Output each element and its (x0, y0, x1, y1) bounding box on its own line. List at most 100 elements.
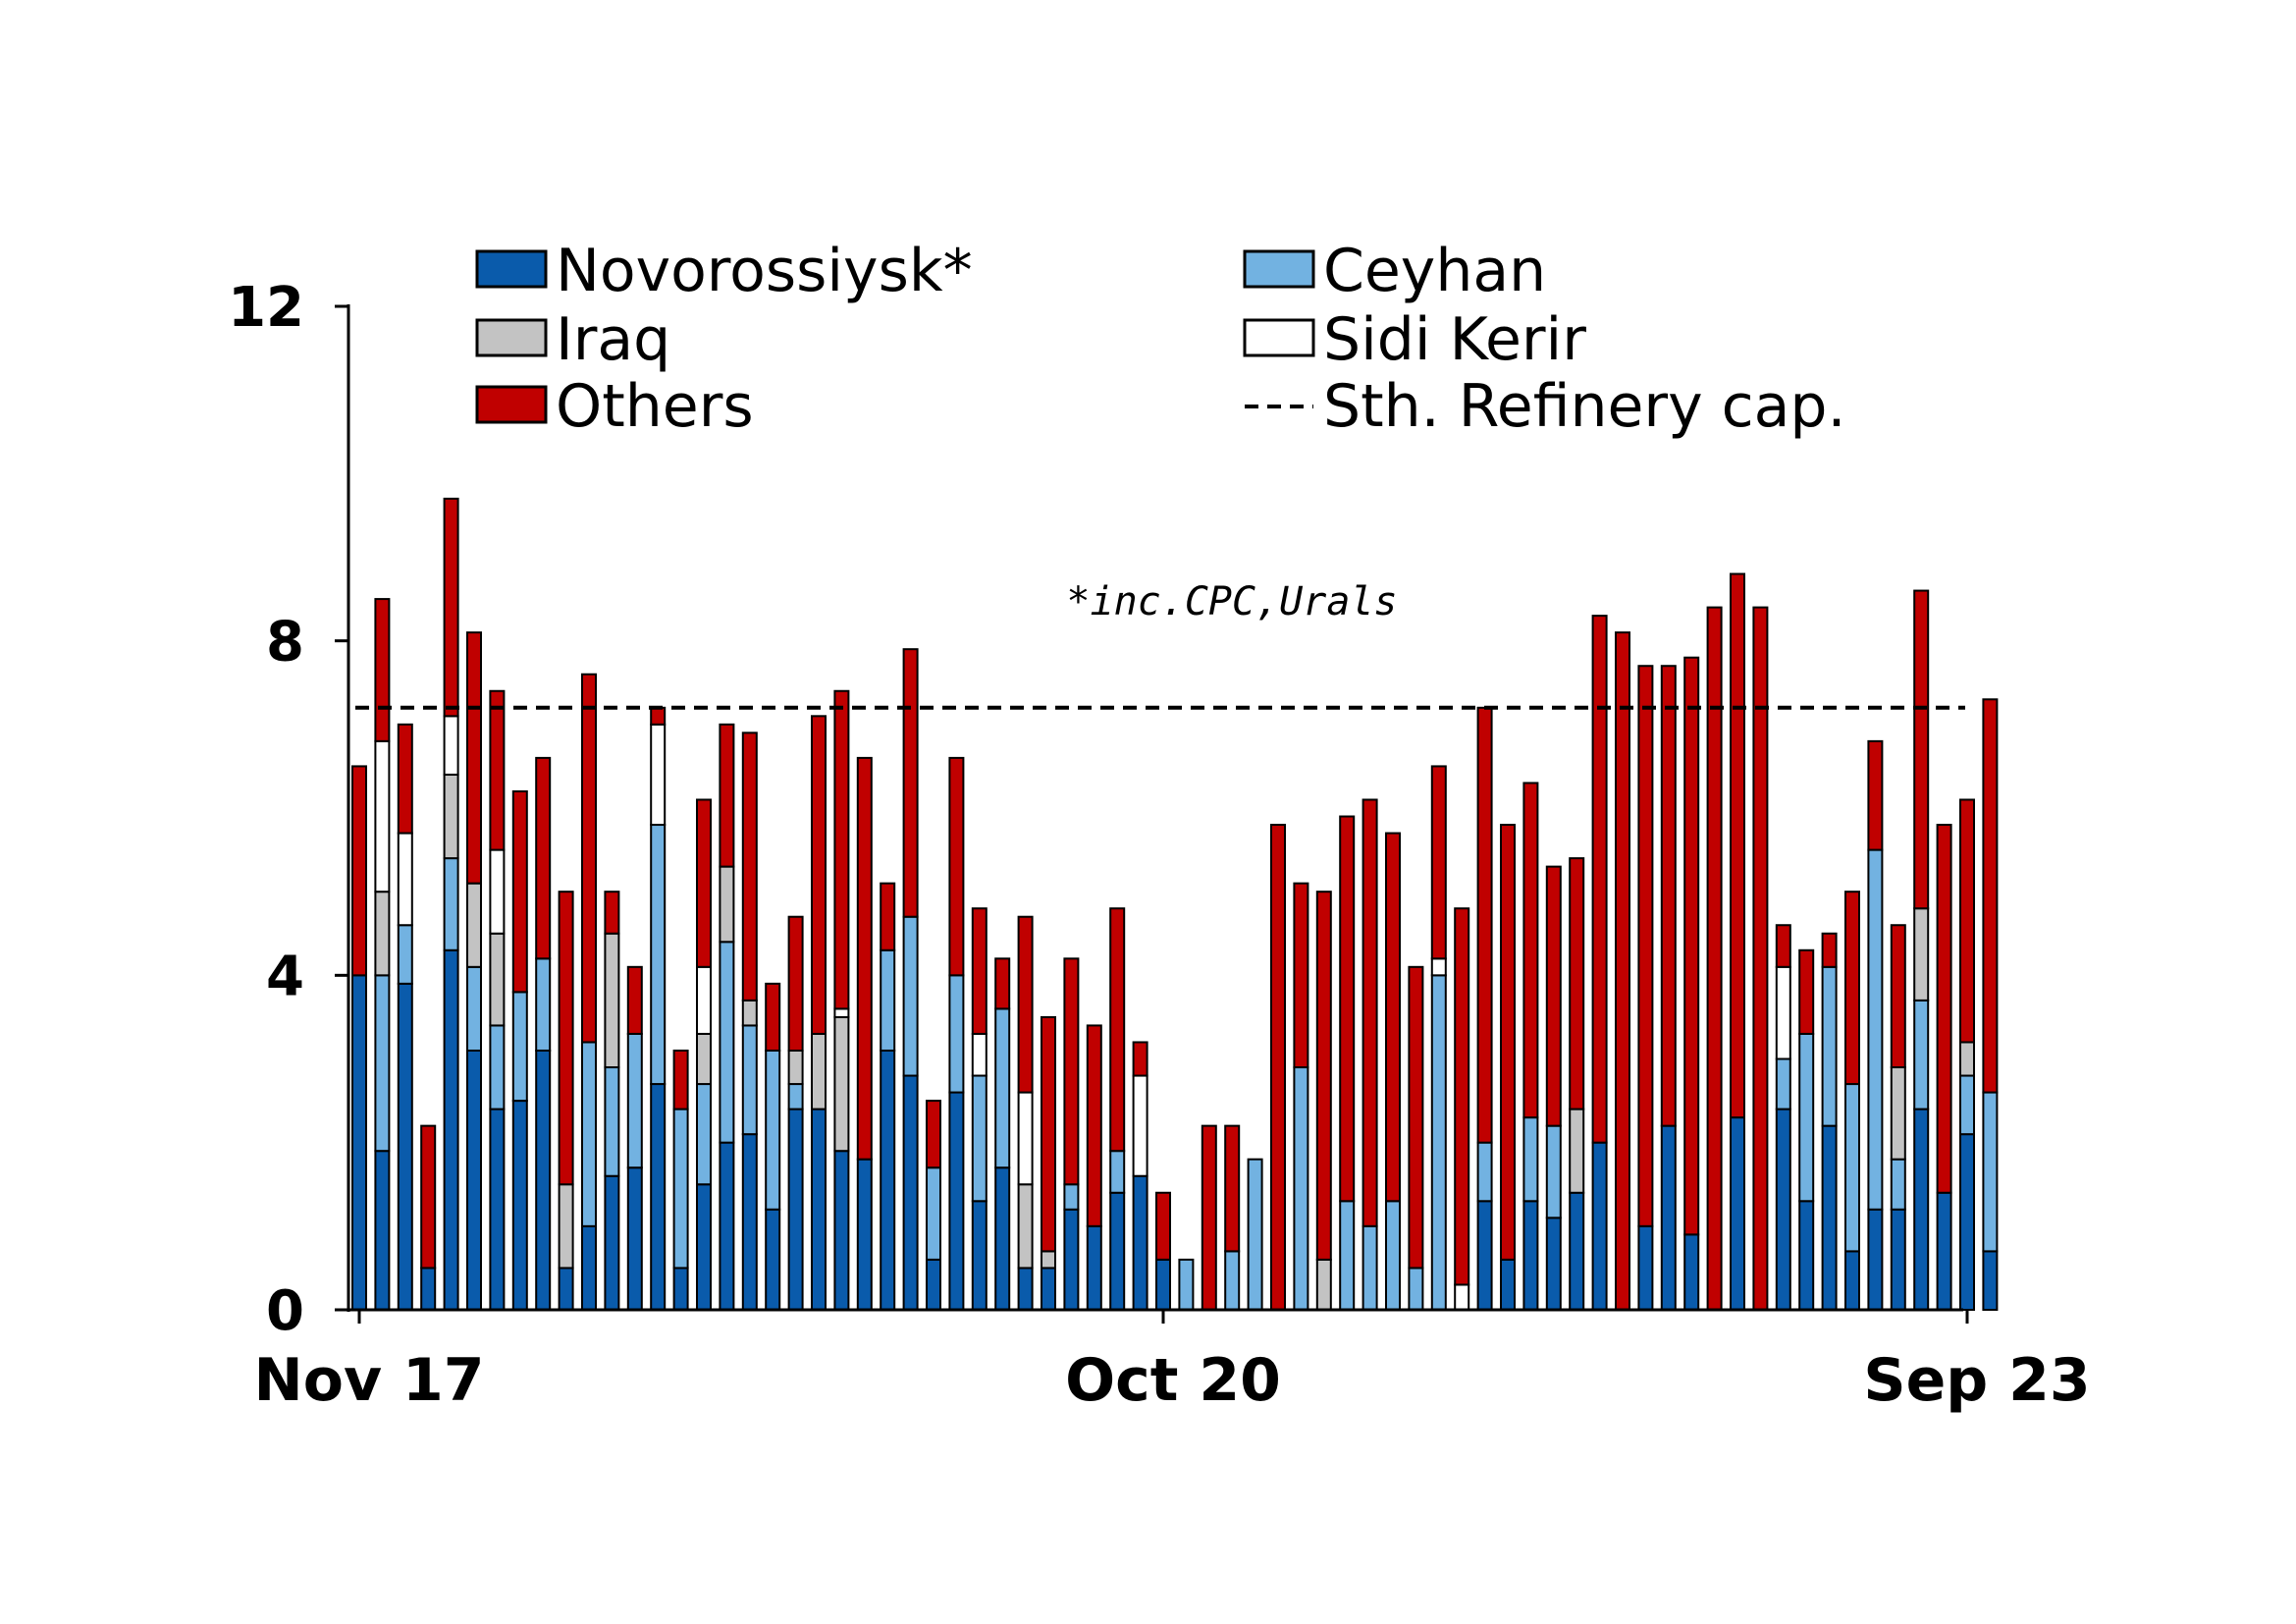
bar-segment-others (1086, 1024, 1102, 1227)
legend-swatch-sidi-kerir (1243, 318, 1315, 357)
x-tick-label: Nov 17 (254, 1346, 485, 1415)
bar-segment-ceyhan (1959, 1074, 1975, 1136)
bar-segment-ceyhan (374, 974, 391, 1153)
bar-segment-novorossiysk (535, 1049, 552, 1311)
bar-segment-others (626, 965, 643, 1035)
bar-segment-sidi-kerir (397, 832, 413, 927)
bar-segment-ceyhan (604, 1066, 620, 1177)
bar-segment-sidi-kerir (1454, 1283, 1470, 1311)
bar-segment-iraq (604, 932, 620, 1069)
bar-segment-novorossiysk (1660, 1124, 1677, 1311)
bar-segment-sidi-kerir (833, 1007, 850, 1018)
bar-segment-novorossiysk (374, 1150, 391, 1312)
bar-segment-others (1660, 665, 1677, 1127)
bar-segment-others (1637, 665, 1654, 1227)
x-tick-label: Oct 20 (1065, 1346, 1281, 1415)
bar-segment-novorossiysk (1913, 1108, 1930, 1311)
bar-segment-novorossiysk (1982, 1250, 1999, 1312)
bar-segment-iraq (1569, 1108, 1585, 1194)
bar-segment-others (1913, 589, 1930, 910)
bar-segment-novorossiysk (926, 1258, 941, 1312)
bar-segment-iraq (787, 1049, 804, 1086)
bar-segment-novorossiysk (971, 1200, 988, 1312)
bar-segment-ceyhan (626, 1032, 643, 1169)
bar-segment-ceyhan (1867, 848, 1884, 1211)
bar-segment-novorossiysk (1041, 1267, 1056, 1312)
bar-segment-others (1017, 915, 1034, 1094)
bar-segment-others (1362, 798, 1378, 1227)
bar-segment-ceyhan (948, 974, 965, 1094)
bar-segment-others (833, 689, 850, 1010)
bar-segment-iraq (443, 773, 459, 860)
bar-segment-others (1936, 824, 1952, 1194)
legend-label-others: Others (556, 372, 754, 441)
bar-segment-ceyhan (511, 991, 528, 1103)
bar-segment-novorossiysk (1545, 1217, 1562, 1311)
bar-segment-others (1730, 572, 1745, 1119)
bar-segment-iraq (558, 1183, 574, 1270)
bar-segment-ceyhan (1339, 1200, 1356, 1312)
bar-segment-iraq (1041, 1250, 1056, 1270)
bar-segment-ceyhan (466, 965, 482, 1052)
bar-segment-others (1615, 631, 1630, 1311)
bar-segment-others (948, 756, 965, 977)
bars-layer (351, 497, 1999, 1312)
bar-segment-novorossiysk (1155, 1258, 1171, 1312)
y-tick-label: 0 (266, 1279, 304, 1343)
bar-segment-ceyhan (1821, 965, 1838, 1127)
bar-segment-others (902, 648, 919, 918)
bar-segment-ceyhan (1293, 1066, 1309, 1312)
bar-segment-others (466, 631, 482, 885)
bar-segment-ceyhan (1890, 1158, 1906, 1211)
bar-segment-ceyhan (926, 1166, 941, 1261)
bar-segment-iraq (696, 1032, 712, 1086)
bar-segment-iraq (489, 932, 506, 1027)
bar-segment-novorossiysk (1775, 1108, 1791, 1311)
legend-label-iraq: Iraq (556, 305, 670, 374)
bar-segment-others (765, 982, 781, 1052)
legend-swatch-others (475, 385, 548, 424)
bar-segment-others (489, 689, 506, 851)
bar-segment-ceyhan (443, 857, 459, 951)
bar-segment-others (351, 765, 367, 977)
bar-segment-others (1798, 948, 1815, 1035)
legend: Novorossiysk* Ceyhan Iraq Sidi Kerir Others S… (475, 237, 1846, 441)
bar-segment-others (1224, 1124, 1241, 1253)
bar-segment-others (1775, 924, 1791, 968)
bar-segment-novorossiysk (420, 1267, 437, 1312)
bar-segment-ceyhan (1109, 1150, 1126, 1194)
bar-segment-sidi-kerir (374, 739, 391, 893)
bar-segment-ceyhan (765, 1049, 781, 1211)
bar-segment-ceyhan (1775, 1057, 1791, 1110)
bar-segment-ceyhan (1408, 1267, 1424, 1312)
y-tick-label: 4 (266, 945, 304, 1008)
bar-segment-others (1683, 656, 1700, 1236)
bar-segment-others (1339, 815, 1356, 1203)
bar-segment-ceyhan (971, 1074, 988, 1203)
bar-segment-others (1569, 857, 1585, 1110)
bar-segment-iraq (833, 1015, 850, 1153)
bar-segment-novorossiysk (1890, 1208, 1906, 1312)
bar-segment-others (1041, 1015, 1056, 1253)
bar-segment-novorossiysk (833, 1150, 850, 1312)
bar-segment-ceyhan (1913, 999, 1930, 1110)
bar-segment-iraq (1913, 907, 1930, 1001)
bar-segment-others (1982, 698, 1999, 1094)
bar-segment-novorossiysk (719, 1141, 735, 1312)
bar-segment-others (1959, 798, 1975, 1044)
bar-segment-others (672, 1049, 689, 1110)
bar-segment-novorossiysk (1798, 1200, 1815, 1312)
bar-segment-others (1867, 739, 1884, 851)
bar-segment-ceyhan (1982, 1091, 1999, 1253)
bar-segment-sidi-kerir (1775, 965, 1791, 1060)
bar-segment-iraq (741, 999, 758, 1027)
bar-segment-novorossiysk (1086, 1224, 1102, 1311)
bar-segment-others (1155, 1191, 1171, 1261)
bar-segment-iraq (1959, 1041, 1975, 1077)
bar-segment-others (1476, 706, 1493, 1144)
bar-segment-others (811, 715, 827, 1035)
bar-segment-iraq (719, 865, 735, 944)
bar-segment-others (1591, 615, 1608, 1144)
bar-segment-others (558, 891, 574, 1186)
